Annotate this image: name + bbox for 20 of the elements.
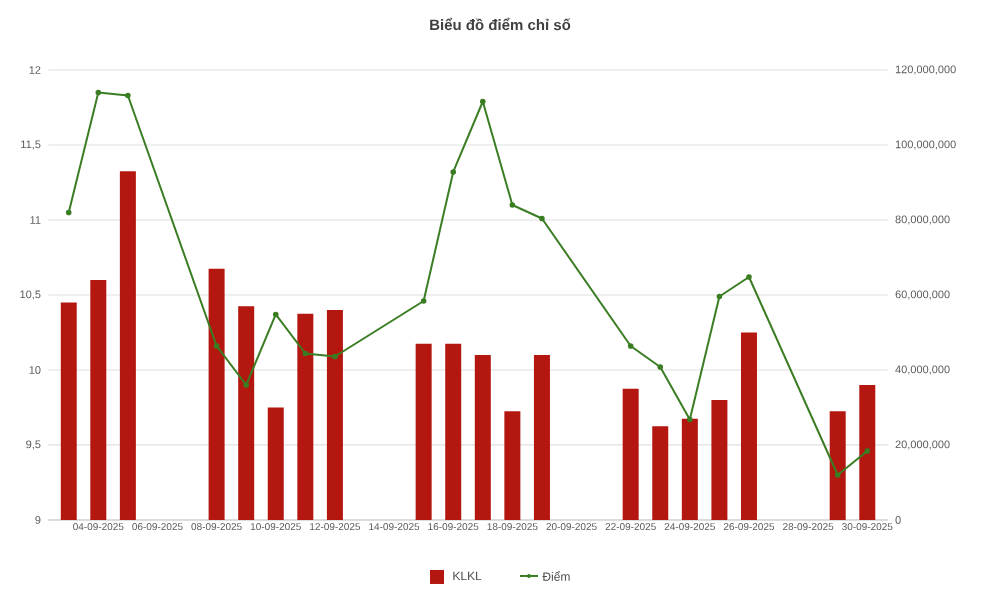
bar [711,399,728,520]
bar [415,343,432,520]
bar [60,302,77,520]
bar [533,354,550,520]
bar [297,313,314,520]
bar [445,343,462,520]
bar [238,306,255,520]
bar [681,418,698,520]
bar [208,268,225,520]
bar [652,426,669,520]
bar [326,309,343,520]
bar [119,171,136,520]
bar [829,411,846,520]
bar [267,407,284,520]
bar [740,332,757,520]
bar [474,354,491,520]
bar [859,384,876,520]
bar [504,411,521,520]
bar [90,279,107,520]
bar [622,388,639,520]
